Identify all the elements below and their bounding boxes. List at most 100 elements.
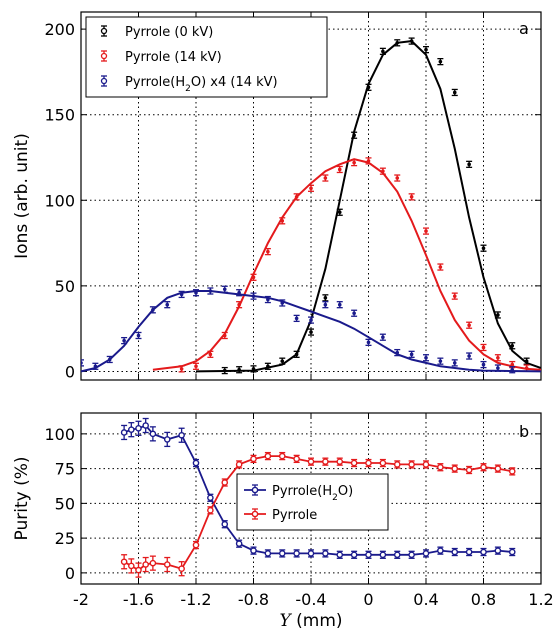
x-tick-label: -0.8: [238, 590, 269, 609]
y-tick-label: 50: [55, 494, 75, 513]
legend-marker: [100, 77, 108, 85]
data-point: [178, 431, 185, 439]
data-point: [366, 340, 371, 345]
data-point: [165, 302, 170, 307]
data-point: [207, 494, 214, 502]
data-point: [309, 330, 313, 334]
data-point: [508, 548, 516, 556]
y-tick-label: 0: [65, 362, 75, 381]
data-point: [136, 333, 141, 338]
data-point: [395, 350, 400, 355]
data-point: [496, 355, 500, 360]
data-point: [438, 359, 443, 363]
data-point: [323, 176, 328, 180]
data-point: [437, 463, 444, 471]
data-point: [451, 465, 459, 472]
data-point: [381, 49, 385, 54]
data-point: [294, 195, 299, 199]
data-point: [408, 551, 415, 559]
data-point: [235, 461, 243, 468]
y-tick-label: 50: [55, 277, 75, 296]
data-point: [294, 352, 299, 357]
data-point: [194, 290, 198, 295]
data-point: [128, 426, 135, 433]
data-point: [452, 90, 457, 95]
data-point: [480, 463, 487, 471]
data-point: [437, 547, 444, 554]
y-tick-label: 100: [44, 191, 75, 210]
data-point: [481, 246, 486, 251]
panel-label: b: [519, 422, 529, 441]
data-point: [395, 176, 400, 180]
y-tick-label: 25: [55, 529, 75, 548]
data-point: [222, 368, 227, 373]
data-point: [235, 540, 243, 547]
y-tick-label: 75: [55, 460, 75, 479]
data-point: [142, 561, 149, 568]
x-tick-label: -1.6: [123, 590, 154, 609]
legend-label: Pyrrole(H2O): [272, 484, 353, 503]
x-tick-label: -1.2: [180, 590, 211, 609]
data-point: [496, 313, 500, 317]
legend: Pyrrole(H2O) Pyrrole: [236, 473, 389, 531]
data-point: [264, 452, 272, 460]
data-point: [221, 479, 229, 486]
data-point: [366, 159, 371, 163]
data-point: [467, 323, 471, 328]
data-point: [494, 547, 502, 554]
data-point: [381, 169, 385, 173]
data-point: [337, 302, 342, 307]
data-point: [409, 195, 414, 199]
data-point: [481, 362, 486, 367]
legend-label: Pyrrole: [272, 508, 317, 523]
data-point: [149, 559, 157, 567]
data-point: [120, 558, 128, 566]
legend: Pyrrole (0 kV) Pyrrole (14 kV) Pyrrole(H2O…: [85, 16, 328, 98]
data-point: [510, 362, 515, 367]
data-point: [424, 47, 428, 52]
data-point: [424, 355, 428, 360]
data-point: [510, 367, 515, 372]
data-point: [422, 550, 430, 557]
y-tick-label: 100: [44, 425, 75, 444]
data-point: [337, 210, 342, 215]
chart-panel-b: 0 25 50 75 100 -2 -1.6 -1.2 -0.8 -0.4 0 0.4 0.8 1.2 b P…: [12, 412, 554, 631]
data-point: [438, 59, 443, 64]
data-point: [151, 308, 155, 312]
data-point: [237, 367, 241, 372]
data-point: [508, 468, 516, 475]
data-point: [352, 160, 356, 165]
data-point: [122, 338, 126, 343]
data-point: [149, 430, 157, 438]
data-point: [250, 455, 257, 463]
data-point: [422, 461, 430, 468]
data-point: [365, 459, 372, 467]
data-point: [438, 265, 443, 269]
data-point: [451, 548, 459, 556]
data-point: [222, 287, 227, 292]
data-point: [379, 551, 387, 559]
data-point: [266, 364, 270, 369]
data-point: [350, 459, 358, 467]
data-point: [524, 359, 529, 363]
data-point: [266, 249, 270, 254]
x-tick-label: 1.2: [528, 590, 553, 609]
data-point: [280, 219, 285, 223]
fit-line: [152, 158, 541, 371]
data-point: [496, 366, 500, 370]
data-point: [494, 465, 502, 472]
legend-box: [85, 16, 328, 98]
data-point: [251, 294, 256, 298]
data-point: [467, 162, 471, 167]
y-axis-label: Purity (%): [12, 457, 32, 541]
data-point: [465, 548, 473, 556]
data-point: [81, 361, 83, 365]
x-axis-label: Y (mm): [279, 611, 342, 631]
data-point: [278, 452, 286, 460]
data-point: [365, 551, 372, 559]
data-point: [128, 562, 135, 570]
plot-area: [81, 37, 541, 375]
data-point: [352, 311, 356, 316]
data-point: [293, 455, 300, 463]
data-point: [264, 550, 272, 557]
